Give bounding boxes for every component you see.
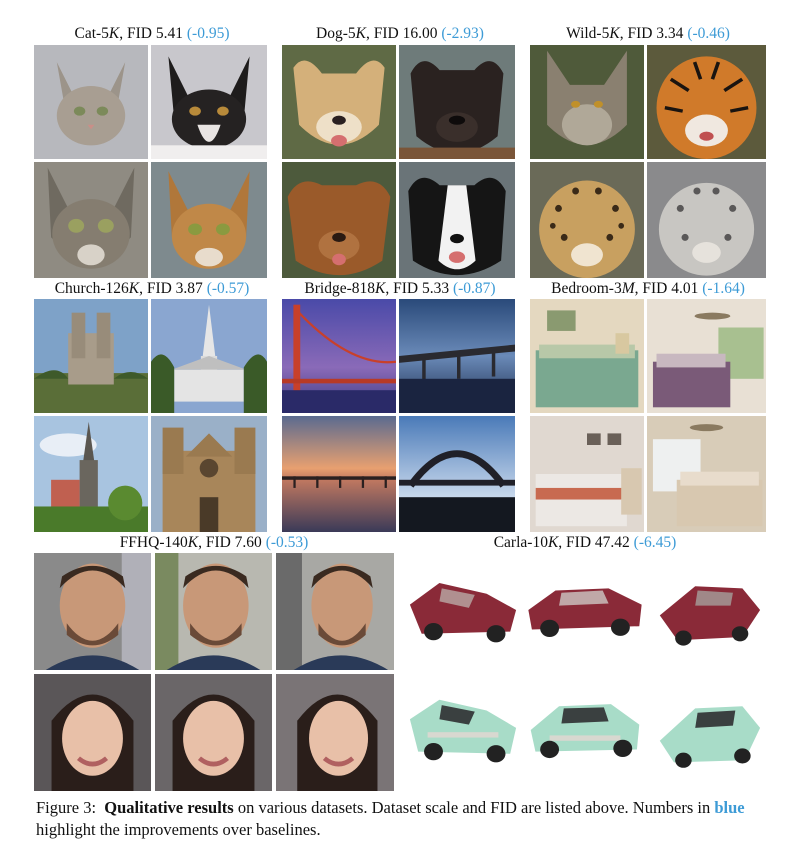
caption-label: Figure 3: bbox=[36, 798, 97, 817]
carla-image-5 bbox=[526, 676, 644, 784]
title-unit: K bbox=[355, 25, 366, 42]
ffhq-image-3 bbox=[276, 553, 394, 670]
fid-improvement: (-2.93) bbox=[441, 25, 484, 42]
title-prefix: FFHQ-140 bbox=[119, 534, 188, 551]
title-fid: , FID 3.87 bbox=[139, 280, 207, 297]
church-image-4 bbox=[151, 416, 267, 532]
bridge-image-2 bbox=[399, 299, 515, 413]
carla-image-6 bbox=[648, 676, 766, 784]
carla-image-2 bbox=[526, 556, 644, 664]
carla-image-4 bbox=[404, 676, 522, 784]
figure-caption: Figure 3: Qualitative results on various… bbox=[36, 797, 776, 841]
ffhq-image-6 bbox=[276, 674, 394, 791]
fid-improvement: (-0.46) bbox=[687, 25, 730, 42]
title-fid: , FID 47.42 bbox=[558, 534, 634, 551]
panel-title-bedroom: Bedroom-3M, FID 4.01 (-1.64) bbox=[530, 280, 766, 298]
bedroom-image-3 bbox=[530, 416, 644, 532]
church-image-1 bbox=[34, 299, 148, 413]
cat-image-3 bbox=[34, 162, 148, 278]
caption-text-1: on various datasets. Dataset scale and F… bbox=[233, 798, 715, 817]
title-prefix: Carla-10 bbox=[493, 534, 548, 551]
fid-improvement: (-0.53) bbox=[265, 534, 309, 551]
church-image-2 bbox=[151, 299, 267, 413]
fid-improvement: (-0.87) bbox=[452, 280, 496, 297]
church-image-3 bbox=[34, 416, 148, 532]
panel-title-dog: Dog-5K, FID 16.00 (-2.93) bbox=[282, 25, 518, 43]
bridge-image-3 bbox=[282, 416, 396, 532]
panel-title-wild: Wild-5K, FID 3.34 (-0.46) bbox=[530, 25, 766, 43]
title-unit: K bbox=[128, 280, 140, 297]
ffhq-image-4 bbox=[34, 674, 151, 791]
title-prefix: Church-126 bbox=[54, 280, 129, 297]
cat-image-1 bbox=[34, 45, 148, 159]
title-unit: K bbox=[609, 25, 620, 42]
panel-title-carla: Carla-10K, FID 47.42 (-6.45) bbox=[404, 534, 766, 552]
bridge-image-1 bbox=[282, 299, 396, 413]
fid-improvement: (-6.45) bbox=[633, 534, 677, 551]
title-fid: , FID 5.33 bbox=[385, 280, 453, 297]
fid-improvement: (-1.64) bbox=[702, 280, 745, 297]
wild-image-2 bbox=[647, 45, 766, 159]
wild-image-4 bbox=[647, 162, 766, 278]
title-fid: , FID 5.41 bbox=[119, 25, 187, 42]
cat-image-2 bbox=[151, 45, 267, 159]
wild-image-3 bbox=[530, 162, 644, 278]
caption-bold: Qualitative results bbox=[104, 798, 234, 817]
caption-text-2: highlight the improvements over baseline… bbox=[36, 820, 321, 839]
title-prefix: Cat-5 bbox=[74, 25, 109, 42]
ffhq-image-1 bbox=[34, 553, 151, 670]
bedroom-image-2 bbox=[647, 299, 766, 413]
title-prefix: Wild-5 bbox=[566, 25, 610, 42]
panel-title-ffhq: FFHQ-140K, FID 7.60 (-0.53) bbox=[34, 534, 394, 552]
title-unit: K bbox=[108, 25, 120, 42]
dog-image-1 bbox=[282, 45, 396, 159]
title-unit: K bbox=[375, 280, 386, 297]
ffhq-image-2 bbox=[155, 553, 272, 670]
title-fid: , FID 16.00 bbox=[365, 25, 442, 42]
dog-image-4 bbox=[399, 162, 515, 278]
title-fid: , FID 4.01 bbox=[634, 280, 703, 297]
title-prefix: Dog-5 bbox=[316, 25, 356, 42]
title-prefix: Bridge-818 bbox=[304, 280, 376, 297]
carla-image-3 bbox=[648, 556, 766, 664]
dog-image-2 bbox=[399, 45, 515, 159]
title-unit: K bbox=[547, 534, 559, 551]
panel-title-bridge: Bridge-818K, FID 5.33 (-0.87) bbox=[282, 280, 518, 298]
bedroom-image-1 bbox=[530, 299, 644, 413]
title-unit: K bbox=[187, 534, 199, 551]
wild-image-1 bbox=[530, 45, 644, 159]
fid-improvement: (-0.95) bbox=[186, 25, 230, 42]
ffhq-image-5 bbox=[155, 674, 272, 791]
title-fid: , FID 7.60 bbox=[198, 534, 266, 551]
title-fid: , FID 3.34 bbox=[619, 25, 688, 42]
panel-title-church: Church-126K, FID 3.87 (-0.57) bbox=[34, 280, 270, 298]
title-unit: M bbox=[621, 280, 635, 297]
title-prefix: Bedroom-3 bbox=[551, 280, 622, 297]
cat-image-4 bbox=[151, 162, 267, 278]
fid-improvement: (-0.57) bbox=[206, 280, 250, 297]
bedroom-image-4 bbox=[647, 416, 766, 532]
dog-image-3 bbox=[282, 162, 396, 278]
bridge-image-4 bbox=[399, 416, 515, 532]
panel-title-cat: Cat-5K, FID 5.41 (-0.95) bbox=[34, 25, 270, 43]
carla-image-1 bbox=[404, 556, 522, 664]
caption-blue: blue bbox=[714, 798, 745, 817]
